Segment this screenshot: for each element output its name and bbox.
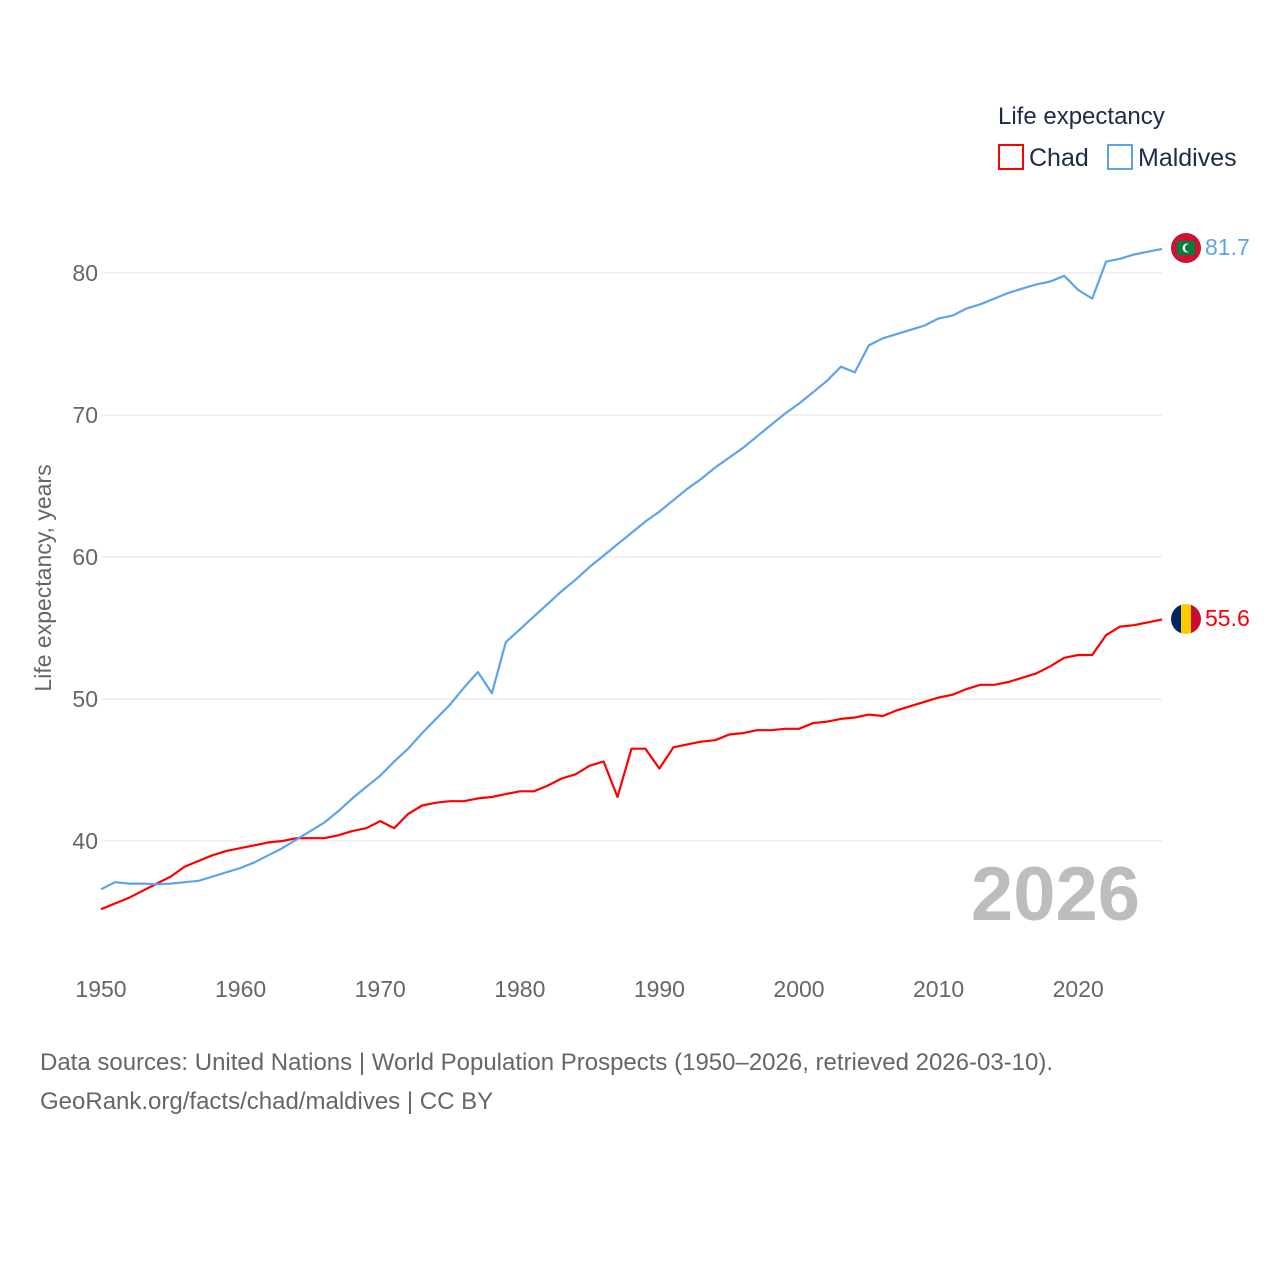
legend-item-chad[interactable]: Chad <box>998 144 1089 172</box>
maldives-flag-icon <box>1171 233 1201 263</box>
x-tick-label: 2000 <box>773 976 824 1002</box>
y-tick-label: 60 <box>72 544 98 570</box>
x-tick-label: 1970 <box>355 976 406 1002</box>
legend-label-maldives: Maldives <box>1138 144 1237 172</box>
maldives-end-label: 81.7 <box>1205 234 1250 260</box>
chad-flag-icon <box>1171 604 1201 634</box>
y-tick-label: 80 <box>72 260 98 286</box>
legend: Life expectancy Chad Maldives <box>998 103 1237 172</box>
data-source-footer: Data sources: United Nations | World Pop… <box>40 1043 1053 1121</box>
legend-swatch-maldives <box>1107 144 1133 170</box>
source-line: Data sources: United Nations | World Pop… <box>40 1049 1054 1076</box>
x-tick-label: 1960 <box>215 976 266 1002</box>
y-tick-label: 50 <box>72 686 98 712</box>
year-watermark: 2026 <box>971 852 1140 937</box>
series-line-chad[interactable] <box>100 618 1163 911</box>
x-tick-label: 1980 <box>494 976 545 1002</box>
x-tick-label: 2020 <box>1053 976 1104 1002</box>
license-line[interactable]: GeoRank.org/facts/chad/maldives | CC BY <box>40 1088 494 1115</box>
legend-label-chad: Chad <box>1029 144 1089 172</box>
chad-end-label: 55.6 <box>1205 605 1250 631</box>
series-line-maldives[interactable] <box>100 247 1163 891</box>
x-tick-label: 1990 <box>634 976 685 1002</box>
legend-title: Life expectancy <box>998 103 1165 130</box>
y-axis-label: Life expectancy, years <box>30 464 56 691</box>
y-tick-label: 70 <box>72 402 98 428</box>
x-tick-label: 1950 <box>75 976 126 1002</box>
y-tick-label: 40 <box>72 828 98 854</box>
legend-swatch-chad <box>998 144 1024 170</box>
legend-item-maldives[interactable]: Maldives <box>1107 144 1237 172</box>
x-tick-label: 2010 <box>913 976 964 1002</box>
